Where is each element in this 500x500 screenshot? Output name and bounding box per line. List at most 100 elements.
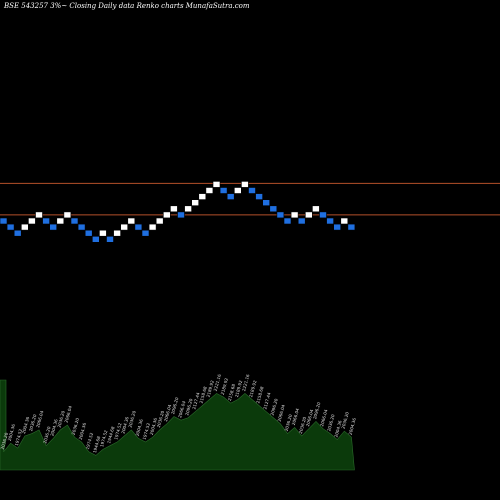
up-brick bbox=[184, 205, 192, 213]
up-brick bbox=[205, 187, 214, 194]
brick-price-label: 2004.36 bbox=[7, 423, 16, 441]
brick-price-label: 2066.04 bbox=[163, 404, 172, 422]
brick-price-label: 1974.52 bbox=[113, 422, 122, 440]
brick-price-label: 1944.68 bbox=[106, 426, 115, 444]
down-brick bbox=[134, 223, 143, 231]
brick-price-label: 2036.20 bbox=[340, 411, 349, 429]
down-brick bbox=[177, 211, 185, 219]
down-brick bbox=[13, 229, 22, 237]
up-brick bbox=[340, 217, 349, 225]
brick-price-label: 2066.04 bbox=[64, 405, 73, 423]
brick-price-label: 2096.20 bbox=[184, 398, 193, 416]
down-brick bbox=[255, 193, 263, 200]
brick-price-label: 2004.36 bbox=[348, 417, 357, 435]
down-brick bbox=[219, 187, 228, 194]
up-brick bbox=[28, 217, 36, 225]
up-brick bbox=[170, 205, 178, 213]
down-brick bbox=[0, 217, 8, 225]
brick-price-label: 2221.16 bbox=[213, 373, 222, 391]
brick-price-label: 2036.20 bbox=[28, 413, 37, 431]
chart-title: BSE 543257 3%~ Closing Daily data Renko … bbox=[4, 2, 250, 10]
brick-price-label: 2158.68 bbox=[198, 386, 207, 404]
up-brick bbox=[113, 229, 121, 237]
down-brick bbox=[269, 205, 278, 213]
brick-price-label: 2004.36 bbox=[149, 417, 158, 435]
brick-price-label: 2004.36 bbox=[78, 422, 87, 440]
up-brick bbox=[127, 217, 136, 225]
brick-price-label: 2036.20 bbox=[71, 417, 80, 435]
up-brick bbox=[304, 211, 313, 219]
up-brick bbox=[35, 211, 43, 219]
down-brick bbox=[347, 223, 356, 231]
down-brick bbox=[333, 223, 342, 231]
brick-price-label: 2036.20 bbox=[56, 410, 65, 428]
brick-price-label: 2066.04 bbox=[277, 404, 286, 422]
up-brick bbox=[99, 229, 107, 237]
brick-price-label: 2036.20 bbox=[326, 413, 335, 431]
brick-price-label: 2096.20 bbox=[312, 401, 321, 419]
down-brick bbox=[141, 229, 150, 237]
brick-price-label: 2127.44 bbox=[191, 392, 200, 410]
brick-price-label: 2096.20 bbox=[170, 396, 179, 414]
brick-price-label: 2066.04 bbox=[305, 409, 314, 427]
down-brick bbox=[276, 211, 285, 219]
up-brick bbox=[63, 211, 72, 219]
up-brick bbox=[155, 217, 164, 225]
brick-price-label: 2158.68 bbox=[255, 386, 264, 404]
down-brick bbox=[92, 236, 100, 243]
up-brick bbox=[198, 193, 207, 200]
brick-price-label: 2066.04 bbox=[177, 400, 186, 418]
volume-area bbox=[0, 379, 355, 471]
brick-price-label: 2096.20 bbox=[269, 398, 278, 416]
brick-price-label: 2189.92 bbox=[234, 379, 243, 397]
brick-price-label: 1974.52 bbox=[14, 428, 23, 446]
brick-price-label: 2004.36 bbox=[49, 418, 58, 436]
brick-price-label: 2036.20 bbox=[127, 410, 136, 428]
up-brick bbox=[234, 187, 242, 194]
brick-price-label: 2066.04 bbox=[291, 407, 300, 425]
down-brick bbox=[297, 217, 306, 225]
brick-price-label: 2036.20 bbox=[156, 410, 165, 428]
up-brick bbox=[120, 223, 128, 231]
brick-price-label: 2189.92 bbox=[220, 377, 229, 395]
brick-price-label: 2127.44 bbox=[262, 392, 271, 410]
down-brick bbox=[6, 223, 15, 231]
brick-price-label: 2004.36 bbox=[333, 420, 342, 438]
brick-price-label: 2221.16 bbox=[241, 373, 250, 391]
up-brick bbox=[312, 205, 320, 213]
brick-price-label: 1974.52 bbox=[99, 429, 108, 447]
down-brick bbox=[226, 193, 235, 200]
down-brick bbox=[84, 229, 93, 237]
down-brick bbox=[106, 236, 114, 243]
brick-price-label: 2036.20 bbox=[298, 416, 307, 434]
brick-price-label: 2036.20 bbox=[284, 413, 293, 431]
brick-price-label: 2066.04 bbox=[35, 410, 44, 428]
brick-price-label: 2036.20 bbox=[0, 432, 9, 450]
down-brick bbox=[49, 223, 58, 231]
down-brick bbox=[326, 217, 334, 225]
down-brick bbox=[77, 223, 86, 231]
brick-price-label: 2066.04 bbox=[319, 409, 328, 427]
down-brick bbox=[319, 211, 327, 219]
down-brick bbox=[262, 199, 271, 206]
down-brick bbox=[248, 187, 256, 194]
up-brick bbox=[290, 211, 299, 219]
up-brick bbox=[148, 223, 157, 231]
brick-price-label: 2189.92 bbox=[206, 379, 215, 397]
brick-price-label: 2189.92 bbox=[248, 379, 257, 397]
up-brick bbox=[191, 199, 199, 206]
up-brick bbox=[56, 217, 65, 225]
up-brick bbox=[212, 181, 221, 188]
down-brick bbox=[70, 217, 79, 225]
brick-price-label: 1974.52 bbox=[85, 432, 94, 450]
brick-price-label: 1974.52 bbox=[142, 422, 151, 440]
brick-price-label: 2004.36 bbox=[120, 416, 129, 434]
down-brick bbox=[42, 217, 50, 225]
up-brick bbox=[241, 181, 249, 188]
brick-price-label: 2004.36 bbox=[135, 418, 144, 436]
up-brick bbox=[20, 223, 29, 231]
brick-price-label: 2158.68 bbox=[227, 383, 236, 401]
brick-price-label: 2036.20 bbox=[42, 426, 51, 444]
